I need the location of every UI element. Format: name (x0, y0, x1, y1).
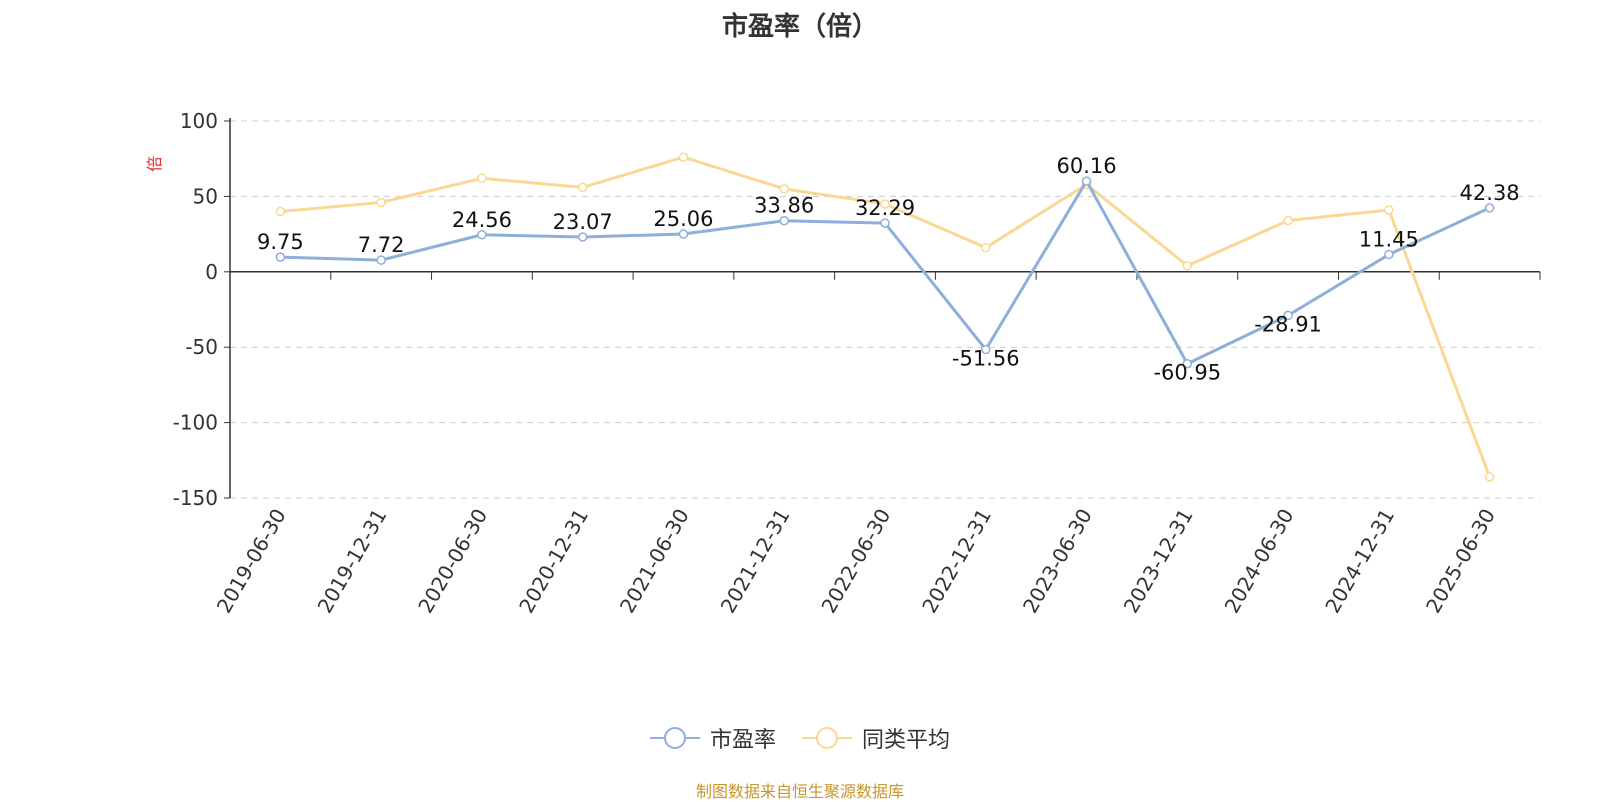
data-point-pe (1484, 203, 1495, 213)
data-label-pe: -28.91 (1254, 312, 1322, 336)
data-point-peer-average (1182, 261, 1193, 271)
x-tick-label: 2024-06-30 (1220, 505, 1299, 618)
data-label-pe: -60.95 (1153, 361, 1221, 385)
data-label-pe: 24.56 (452, 208, 512, 232)
y-tick-label: 50 (193, 184, 218, 208)
data-point-peer-average (779, 184, 789, 194)
data-point-peer-average (477, 173, 487, 184)
data-label-pe: 25.06 (653, 207, 713, 231)
data-point-pe (1283, 310, 1293, 321)
x-tick-label: 2022-12-31 (917, 505, 996, 618)
x-tick-label: 2021-12-31 (716, 505, 795, 618)
data-point-peer-average (880, 199, 890, 209)
y-tick-label: 100 (180, 109, 218, 133)
data-label-pe: 7.72 (358, 233, 405, 257)
data-point-pe (779, 215, 789, 226)
data-point-peer-average (376, 197, 386, 208)
data-point-pe (577, 232, 588, 242)
data-point-pe (275, 252, 286, 262)
data-point-peer-average (577, 182, 588, 193)
data-point-peer-average (1283, 215, 1293, 226)
data-point-pe (678, 229, 689, 239)
x-tick-label: 2019-06-30 (212, 505, 291, 618)
data-point-pe (880, 218, 890, 228)
data-label-pe: 60.16 (1056, 154, 1116, 178)
data-label-pe: 11.45 (1359, 228, 1419, 252)
y-tick-label: -150 (173, 486, 218, 510)
data-point-peer-average (981, 242, 991, 253)
data-point-pe (1081, 176, 1092, 186)
data-point-pe (376, 255, 386, 265)
chart-title: 市盈率（倍） (721, 12, 878, 42)
data-point-peer-average (1484, 472, 1495, 482)
data-label-pe: 33.86 (754, 194, 814, 218)
y-tick-label: -50 (185, 335, 218, 359)
data-label-pe: 9.75 (257, 230, 304, 254)
x-tick-label: 2023-06-30 (1018, 505, 1097, 618)
y-tick-label: 0 (205, 260, 218, 284)
data-label-pe: -51.56 (952, 347, 1020, 371)
data-label-pe: 42.38 (1460, 181, 1520, 205)
data-point-peer-average (275, 206, 286, 217)
data-point-pe (1182, 358, 1193, 369)
legend-line-circle-icon (649, 727, 700, 749)
legend: 市盈率 同类平均 (0, 722, 1600, 754)
data-point-pe (477, 230, 487, 240)
x-tick-label: 2025-06-30 (1421, 505, 1500, 618)
source-note: 制图数据来自恒生聚源数据库 (695, 782, 904, 801)
x-tick-label: 2024-12-31 (1320, 505, 1399, 618)
data-point-pe (1384, 249, 1394, 260)
x-tick-label: 2022-06-30 (816, 505, 895, 618)
legend-item-pe[interactable]: 市盈率 (649, 722, 776, 754)
x-tick-label: 2023-12-31 (1119, 505, 1198, 618)
legend-line-circle-icon (802, 727, 852, 749)
data-point-peer-average (1384, 205, 1394, 215)
y-axis-label: 倍 (145, 156, 164, 172)
legend-label-pe: 市盈率 (709, 728, 776, 753)
x-tick-label: 2021-06-30 (615, 505, 694, 618)
x-tick-label: 2019-12-31 (313, 505, 392, 618)
data-label-pe: 23.07 (553, 210, 613, 234)
data-label-pe: 32.29 (855, 196, 915, 220)
x-tick-label: 2020-06-30 (413, 505, 492, 618)
y-tick-label: -100 (173, 411, 218, 435)
data-point-pe (981, 344, 991, 355)
legend-item-peer-average[interactable]: 同类平均 (802, 722, 950, 754)
x-tick-label: 2020-12-31 (514, 505, 593, 618)
data-point-peer-average (678, 152, 689, 162)
legend-label-peer-average: 同类平均 (862, 728, 951, 753)
